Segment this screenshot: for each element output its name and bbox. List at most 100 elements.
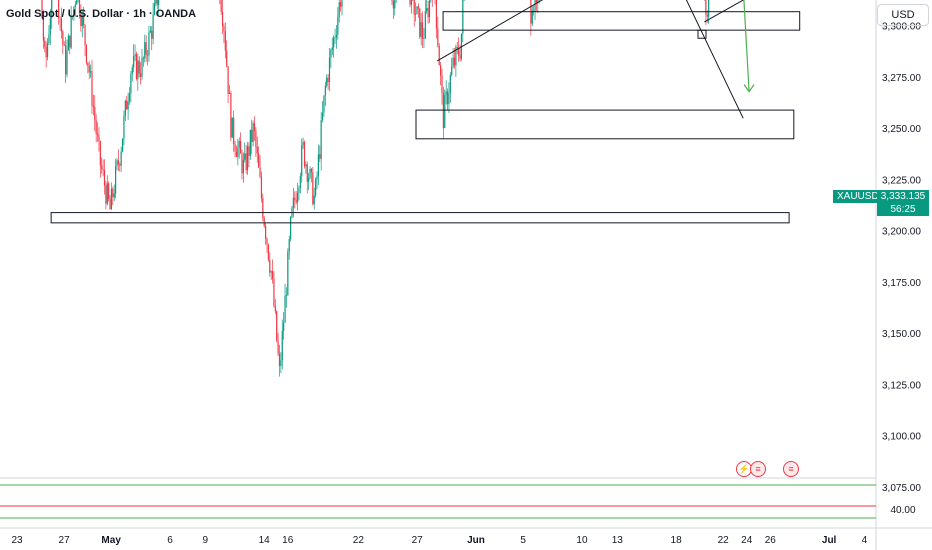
candle-body	[452, 57, 454, 67]
candle-body	[45, 46, 47, 58]
x-tick-label: 4	[862, 535, 868, 546]
candle-body	[315, 179, 317, 196]
candle-body	[260, 176, 263, 198]
candle-body	[391, 0, 393, 1]
candle-body	[137, 60, 139, 79]
candle-body	[335, 34, 338, 38]
candle-body	[269, 259, 271, 273]
pivot-marker	[697, 29, 707, 39]
candle-body	[146, 54, 149, 56]
candle-body	[42, 18, 44, 41]
x-tick-label: May	[101, 535, 121, 546]
candle-body	[274, 305, 276, 312]
candle-body	[285, 295, 288, 296]
candle-body	[131, 67, 133, 74]
candle-body	[321, 112, 324, 121]
candle-body	[151, 30, 153, 39]
candle-body	[134, 54, 136, 56]
candle-body	[224, 31, 226, 51]
candle-body	[449, 75, 451, 94]
candle-body	[158, 0, 160, 5]
candle-body	[445, 91, 447, 96]
candle-body	[334, 37, 336, 39]
candle-body	[252, 123, 254, 142]
flag-icon[interactable]: ≡	[783, 461, 799, 477]
candle-body	[74, 4, 76, 7]
candle-body	[253, 123, 256, 131]
currency-button[interactable]: USD	[877, 4, 929, 26]
candle-body	[144, 42, 146, 59]
candle-body	[292, 197, 294, 208]
candle-body	[101, 165, 103, 169]
candle-body	[58, 0, 60, 18]
candle-body	[251, 129, 253, 142]
candle-body	[438, 45, 440, 66]
candle-body	[244, 153, 246, 160]
candle-body	[91, 71, 93, 106]
candle-body	[324, 85, 326, 96]
candle-body	[230, 93, 232, 138]
candle-body	[152, 14, 154, 39]
candle-body	[317, 154, 319, 177]
candle-body	[310, 168, 313, 173]
candle-body	[80, 13, 82, 27]
candle-body	[266, 238, 268, 245]
candle-body	[71, 16, 74, 18]
candle-body	[337, 17, 339, 35]
candle-body	[98, 135, 100, 142]
candle-body	[67, 35, 69, 51]
candle-body	[294, 197, 296, 201]
flag-icon[interactable]: ≡	[750, 461, 766, 477]
trendline	[704, 0, 745, 23]
candle-body	[66, 50, 68, 75]
x-tick-label: 27	[59, 535, 71, 546]
candle-body	[706, 14, 708, 17]
candle-body	[241, 153, 243, 174]
candle-body	[270, 271, 272, 273]
candle-body	[258, 153, 260, 168]
y-tick-label: 3,100.00	[882, 432, 921, 443]
candle-body	[534, 0, 536, 12]
candle-body	[149, 30, 151, 33]
y-tick-label: 3,225.00	[882, 175, 921, 186]
candle-body	[235, 151, 238, 157]
x-tick-label: 23	[11, 535, 23, 546]
candle-body	[459, 55, 461, 59]
x-tick-label: 27	[412, 535, 424, 546]
x-tick-label: 9	[203, 535, 209, 546]
candle-body	[242, 159, 244, 174]
candle-body	[124, 100, 126, 117]
trendline	[685, 0, 744, 119]
candle-body	[62, 31, 64, 45]
y-tick-label: 3,275.00	[882, 73, 921, 84]
candle-body	[227, 66, 229, 94]
candle-body	[456, 46, 458, 48]
candle-body	[76, 0, 78, 5]
chart-title: Gold Spot / U.S. Dollar · 1h · OANDA	[6, 8, 197, 20]
candle-body	[299, 176, 301, 189]
candle-body	[326, 77, 328, 86]
candle-body	[41, 0, 43, 19]
candle-body	[60, 18, 63, 32]
candle-body	[81, 14, 83, 27]
countdown-badge: 56:25	[877, 203, 929, 216]
candle-body	[142, 57, 144, 59]
candle-body	[453, 57, 456, 66]
candle-body	[237, 147, 239, 157]
candle-body	[156, 0, 158, 5]
x-tick-label: Jul	[822, 535, 837, 546]
candle-body	[444, 95, 446, 128]
candle-body	[462, 0, 464, 34]
candle-body	[424, 11, 426, 39]
candle-body	[421, 22, 424, 39]
candle-body	[423, 38, 425, 39]
candle-body	[309, 168, 311, 178]
candle-body	[338, 2, 340, 18]
candle-body	[117, 160, 119, 165]
candle-body	[103, 170, 106, 186]
y-tick-label: 3,300.00	[882, 22, 921, 33]
candle-body	[341, 0, 343, 7]
candle-body	[420, 22, 422, 37]
